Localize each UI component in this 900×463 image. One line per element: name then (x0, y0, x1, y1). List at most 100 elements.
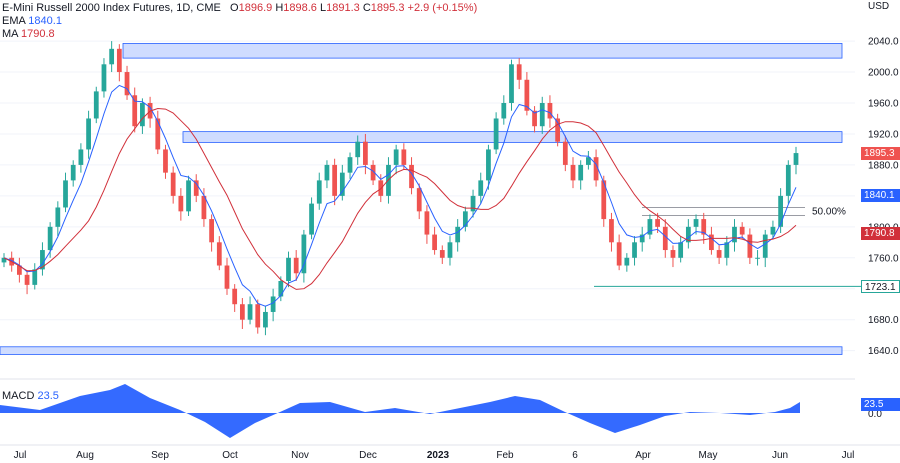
candle-body (40, 250, 45, 270)
fib-label: 50.00% (812, 206, 846, 217)
candle-body (778, 195, 784, 227)
candle-body (516, 64, 522, 80)
time-tick-label: Dec (359, 450, 377, 461)
price-tick-label: 1880.0 (868, 160, 899, 171)
candle-body (293, 257, 299, 274)
candle-body (570, 164, 576, 181)
candle-body (462, 211, 468, 227)
candle-body (132, 95, 138, 127)
candle-body (232, 288, 238, 305)
price-axis: USD1640.01680.01720.01760.01800.01840.01… (868, 1, 899, 420)
price-zone (122, 43, 843, 59)
candle-body (509, 64, 514, 103)
candle-body (316, 180, 322, 204)
candle-body (593, 157, 599, 181)
macd-value: 23.5 (37, 390, 59, 402)
candle-body (201, 195, 207, 220)
candle-body (724, 242, 730, 258)
macd-legend[interactable]: MACD 23.5 (2, 390, 59, 402)
candle-body (178, 195, 184, 212)
candle-body (532, 110, 537, 127)
candle-body (216, 242, 222, 266)
candle-body (739, 226, 745, 235)
candle-body (586, 157, 591, 165)
time-tick-label: Apr (635, 450, 651, 461)
ma-label: MA (2, 28, 18, 40)
macd-area (0, 384, 800, 438)
candle-body (639, 234, 645, 243)
candle-body (355, 141, 361, 158)
candle-body (163, 149, 168, 173)
candle-body (655, 219, 660, 227)
candle-body (647, 219, 653, 235)
ma-value: 1790.8 (20, 28, 55, 40)
candle-body (309, 203, 314, 235)
candle-body (747, 234, 753, 258)
price-zone (182, 131, 843, 143)
candle-body (601, 180, 607, 220)
candle-body (785, 164, 791, 196)
candle-body (255, 304, 261, 328)
candle-body (393, 149, 399, 165)
candle-body (93, 91, 99, 119)
symbol-title: E-Mini Russell 2000 Index Futures, 1D, C… (2, 2, 221, 14)
candle-body (793, 153, 799, 165)
candle-body (209, 219, 214, 243)
candle-body (1, 257, 7, 263)
candle-body (447, 242, 453, 258)
candle-body (47, 226, 53, 251)
price-unit-label: USD (868, 1, 889, 12)
time-tick-label: 2023 (427, 450, 450, 461)
candle-body (401, 149, 407, 165)
candle-body (539, 103, 545, 127)
open-value: 1896.9 (238, 2, 273, 14)
candle-body (616, 242, 622, 266)
price-badge: 1895.3 (861, 146, 900, 160)
candle-body (624, 257, 630, 266)
candle-body (701, 219, 707, 235)
ema-value: 1840.1 (28, 15, 62, 27)
high-value: 1898.6 (283, 2, 317, 14)
candle-body (555, 118, 561, 142)
ema-label: EMA (2, 15, 26, 27)
candle-body (24, 274, 30, 285)
candle-body (685, 226, 691, 243)
candle-body (432, 234, 437, 251)
candle-body (470, 195, 476, 212)
low-value: 1891.3 (326, 2, 360, 14)
candle-body (370, 164, 376, 181)
candle-body (562, 141, 568, 165)
candle-body (455, 226, 461, 243)
price-tick-label: 1960.0 (868, 99, 899, 110)
candle-body (693, 219, 699, 227)
candle-body (78, 149, 84, 165)
candle-body (101, 64, 107, 92)
candle-body (140, 103, 145, 127)
candle-body (493, 118, 499, 150)
close-value: 1895.3 (370, 2, 405, 14)
candle-body (263, 311, 268, 328)
candle-body (224, 265, 230, 289)
candle-body (486, 149, 491, 181)
ma-line (3, 107, 797, 290)
chart-legend: E-Mini Russell 2000 Index Futures, 1D, C… (2, 2, 477, 41)
symbol-row: E-Mini Russell 2000 Index Futures, 1D, C… (2, 2, 478, 14)
candle-body (363, 141, 368, 165)
candle-body (524, 79, 530, 111)
candle-body (439, 250, 445, 258)
candle-body (16, 265, 22, 275)
ma-row[interactable]: MA 1790.8 (2, 28, 477, 41)
candle-body (193, 180, 199, 196)
candle-body (609, 219, 614, 243)
time-axis: Jul Aug Sep Oct Nov Dec 2023 Feb 6 Apr May Jun Jul (0, 444, 900, 461)
candle-body (86, 118, 91, 150)
price-tick-label: 1640.0 (868, 346, 899, 357)
candle-body (732, 226, 737, 243)
candle-body (578, 164, 584, 181)
candle-body (501, 103, 507, 119)
price-zone (0, 346, 843, 355)
ema-row[interactable]: EMA 1840.1 (2, 15, 477, 28)
price-tick-label: 1680.0 (868, 315, 899, 326)
moving-average-lines (3, 84, 797, 307)
